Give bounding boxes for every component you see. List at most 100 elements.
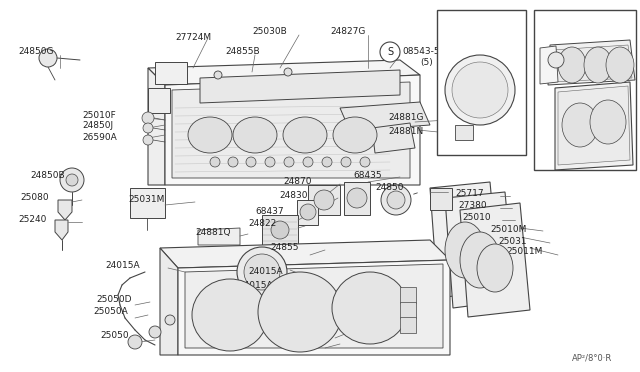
Polygon shape: [344, 182, 370, 215]
Text: AP²/8°0·R: AP²/8°0·R: [572, 353, 612, 362]
Circle shape: [246, 157, 256, 167]
Circle shape: [284, 157, 294, 167]
Text: 24870: 24870: [283, 177, 312, 186]
Text: 08543-51242: 08543-51242: [402, 48, 462, 57]
Circle shape: [380, 42, 400, 62]
Circle shape: [128, 335, 142, 349]
Circle shape: [314, 190, 334, 210]
Ellipse shape: [445, 222, 485, 278]
Circle shape: [341, 157, 351, 167]
Circle shape: [284, 68, 292, 76]
Ellipse shape: [283, 117, 327, 153]
Circle shape: [265, 157, 275, 167]
Ellipse shape: [590, 100, 626, 144]
Text: 24830: 24830: [279, 192, 307, 201]
Ellipse shape: [258, 272, 342, 352]
Circle shape: [142, 112, 154, 124]
Text: CAN: CAN: [448, 17, 470, 27]
Text: (5): (5): [420, 58, 433, 67]
Polygon shape: [548, 40, 635, 85]
Ellipse shape: [460, 232, 500, 288]
Circle shape: [303, 157, 313, 167]
Ellipse shape: [558, 47, 586, 83]
Polygon shape: [540, 46, 558, 84]
Text: 68434: 68434: [298, 312, 326, 321]
Polygon shape: [198, 228, 240, 245]
Ellipse shape: [477, 244, 513, 292]
Text: 24200A: 24200A: [282, 337, 317, 346]
Circle shape: [165, 315, 175, 325]
Polygon shape: [558, 86, 630, 165]
Ellipse shape: [584, 47, 612, 83]
Text: 25011M: 25011M: [506, 247, 542, 257]
Text: 24822: 24822: [248, 219, 276, 228]
Text: 25030B: 25030B: [252, 28, 287, 36]
Text: 68435: 68435: [353, 170, 381, 180]
Text: 26590A: 26590A: [82, 132, 116, 141]
Polygon shape: [372, 123, 415, 153]
Text: 25240: 25240: [18, 215, 46, 224]
Circle shape: [66, 174, 78, 186]
Text: 27380: 27380: [458, 202, 486, 211]
Polygon shape: [160, 240, 450, 268]
Text: 24850J: 24850J: [82, 122, 113, 131]
Circle shape: [210, 157, 220, 167]
Bar: [400, 317, 416, 333]
Circle shape: [387, 191, 405, 209]
Ellipse shape: [333, 117, 377, 153]
Text: 27380D: 27380D: [557, 62, 593, 71]
Polygon shape: [430, 182, 500, 298]
Polygon shape: [58, 200, 72, 220]
Polygon shape: [55, 220, 68, 240]
Text: 24827G: 24827G: [330, 28, 365, 36]
Text: 25050D: 25050D: [96, 295, 131, 305]
Polygon shape: [555, 82, 633, 170]
Text: 24881Q: 24881Q: [195, 228, 230, 237]
Text: 25031M: 25031M: [128, 196, 164, 205]
Circle shape: [381, 185, 411, 215]
Text: 25050: 25050: [100, 331, 129, 340]
Polygon shape: [550, 45, 632, 82]
Bar: [437, 10, 526, 155]
Text: 24015A: 24015A: [105, 260, 140, 269]
Polygon shape: [200, 70, 400, 103]
Circle shape: [39, 49, 57, 67]
Text: 27390: 27390: [550, 51, 579, 60]
Bar: [534, 10, 636, 170]
Text: 24881N: 24881N: [388, 128, 423, 137]
Ellipse shape: [332, 272, 408, 344]
Text: 24855B: 24855B: [225, 48, 260, 57]
Polygon shape: [148, 68, 165, 185]
Circle shape: [360, 157, 370, 167]
Polygon shape: [308, 185, 340, 215]
Text: 25010F: 25010F: [82, 110, 116, 119]
Text: 25050A: 25050A: [93, 308, 128, 317]
Polygon shape: [460, 203, 530, 317]
Bar: [400, 287, 416, 303]
Polygon shape: [165, 75, 420, 185]
Text: DX: DX: [540, 13, 555, 23]
Circle shape: [452, 62, 508, 118]
Text: 25010M: 25010M: [490, 224, 526, 234]
Text: 24200E: 24200E: [292, 324, 326, 334]
Circle shape: [237, 247, 287, 297]
Text: 24850: 24850: [438, 90, 467, 99]
Text: 24015A: 24015A: [238, 280, 273, 289]
Bar: [155, 62, 187, 84]
Polygon shape: [130, 188, 165, 218]
Text: 27380: 27380: [558, 13, 591, 23]
Polygon shape: [262, 215, 298, 248]
Circle shape: [214, 71, 222, 79]
Polygon shape: [340, 102, 430, 131]
Ellipse shape: [562, 103, 598, 147]
Text: 25031: 25031: [498, 237, 527, 246]
Circle shape: [143, 135, 153, 145]
Text: 24850B: 24850B: [30, 170, 65, 180]
Text: 24881G: 24881G: [388, 113, 424, 122]
Circle shape: [271, 221, 289, 239]
Circle shape: [149, 326, 161, 338]
Text: 25031: 25031: [602, 138, 630, 148]
Text: 68437: 68437: [255, 208, 284, 217]
Text: S: S: [387, 47, 393, 57]
Text: 24855: 24855: [270, 244, 298, 253]
